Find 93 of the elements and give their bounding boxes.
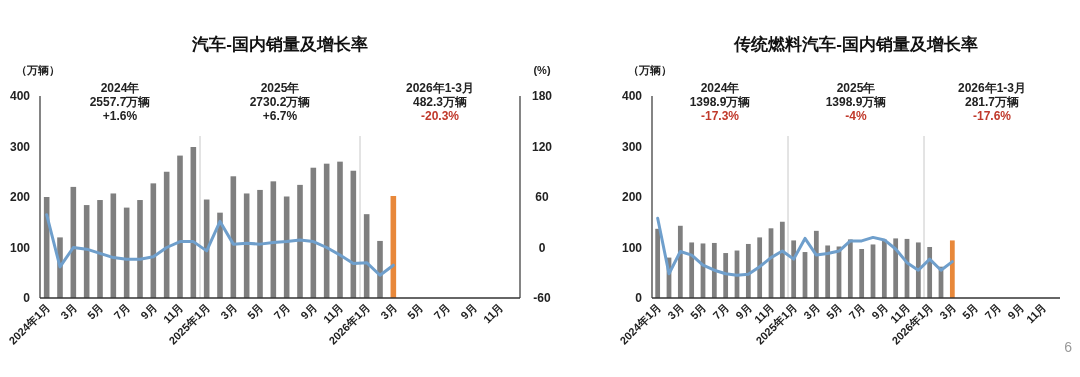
bar <box>859 249 865 298</box>
annotation: -17.6% <box>972 109 1012 123</box>
bar <box>217 212 223 298</box>
text: 2024年 <box>700 81 740 95</box>
x-tick-label: 3月 <box>58 300 79 322</box>
x-tick-label: 9月 <box>458 300 479 322</box>
x-tick-label: 9月 <box>1005 300 1026 322</box>
text: 2026年1-3月 <box>957 81 1027 95</box>
bar <box>689 242 695 298</box>
x-tick-label: 7月 <box>710 300 732 322</box>
x-tick-label: 7月 <box>846 300 868 322</box>
y-tick-label: 300 <box>9 139 31 154</box>
y-tick-label: 100 <box>621 240 643 255</box>
x-tick-label: 9月 <box>869 300 890 322</box>
y-axis-title: （万辆） <box>628 64 672 77</box>
text: 2025年 <box>836 81 876 95</box>
y2-tick-label: 0 <box>538 240 546 255</box>
x-tick-label: 9月 <box>298 300 319 322</box>
chart-title: 传统燃料汽车-国内销量及增长率 <box>733 35 978 54</box>
bar <box>949 240 955 298</box>
annotation: 2557.7万辆 <box>89 95 151 109</box>
y2-tick-label: 180 <box>531 89 553 103</box>
chart-title: 汽车-国内销量及增长率 <box>191 35 368 54</box>
bar <box>847 239 853 298</box>
text: 6 <box>1064 339 1073 355</box>
y-tick-label: 100 <box>9 240 31 255</box>
y-axis-title: （万辆） <box>16 64 60 77</box>
annotation: +1.6% <box>102 109 138 123</box>
annotation: 482.3万辆 <box>412 95 468 109</box>
text: 2026年1-3月 <box>405 81 475 95</box>
line-series <box>45 213 395 277</box>
y-tick-label: 300 <box>621 139 643 154</box>
bar <box>377 240 383 298</box>
bar <box>757 237 763 298</box>
bar <box>177 155 183 298</box>
bar <box>791 240 797 298</box>
bar <box>813 230 819 298</box>
y-tick-label: 0 <box>635 291 643 305</box>
x-tick-label: 9月 <box>733 300 754 322</box>
bar <box>881 239 887 298</box>
bar <box>893 238 899 298</box>
y2-axis-title: (%) <box>533 64 551 76</box>
bar <box>825 245 831 298</box>
bar <box>97 200 103 298</box>
line-series <box>656 216 954 277</box>
annotation: +6.7% <box>262 109 298 123</box>
annotation: -17.3% <box>700 109 740 123</box>
x-tick-label: 7月 <box>982 300 1004 322</box>
annotation: -4% <box>845 109 867 123</box>
x-tick-label: 3月 <box>378 300 399 322</box>
y-tick-label: 400 <box>9 89 31 103</box>
x-tick-label: 5月 <box>823 300 845 322</box>
x-tick-label: 5月 <box>959 300 981 322</box>
y-tick-label: 200 <box>9 190 31 204</box>
x-tick-label: 5月 <box>84 300 106 322</box>
bar <box>337 161 343 298</box>
x-tick-label: 5月 <box>687 300 709 322</box>
bar <box>745 243 751 298</box>
x-tick-label: 7月 <box>271 300 293 322</box>
bar <box>927 247 933 298</box>
bar <box>297 184 303 298</box>
x-tick-label: 7月 <box>431 300 453 322</box>
x-tick-label: 3月 <box>801 300 822 322</box>
bar <box>915 242 921 298</box>
y2-tick-label: 120 <box>531 139 553 154</box>
bar <box>137 200 143 298</box>
x-tick-label: 9月 <box>138 300 159 322</box>
x-tick-label: 11月 <box>1023 300 1049 326</box>
y-tick-label: 200 <box>621 190 643 204</box>
x-tick-label: 3月 <box>218 300 239 322</box>
x-tick-label: 7月 <box>111 300 133 322</box>
bar <box>711 242 717 298</box>
annotation: -20.3% <box>420 109 460 123</box>
annotation: 281.7万辆 <box>964 95 1020 109</box>
text: 2025年 <box>260 81 300 95</box>
bar <box>779 221 785 298</box>
bar <box>677 225 683 298</box>
annotation: 1398.9万辆 <box>689 95 751 109</box>
x-tick-label: 11月 <box>480 300 506 326</box>
x-tick-label: 3月 <box>665 300 686 322</box>
x-tick-label: 3月 <box>937 300 958 322</box>
y-tick-label: 0 <box>23 291 31 305</box>
x-tick-label: 5月 <box>404 300 426 322</box>
annotation: 1398.9万辆 <box>825 95 887 109</box>
bar <box>723 253 729 298</box>
bar <box>257 189 263 298</box>
annotation: 2730.2万辆 <box>249 95 311 109</box>
x-tick-label: 5月 <box>244 300 266 322</box>
y2-tick-label: -60 <box>533 291 551 305</box>
bar <box>655 228 661 298</box>
y-tick-label: 400 <box>621 89 643 103</box>
text: 2024年 <box>100 81 140 95</box>
y2-tick-label: 60 <box>535 190 549 204</box>
